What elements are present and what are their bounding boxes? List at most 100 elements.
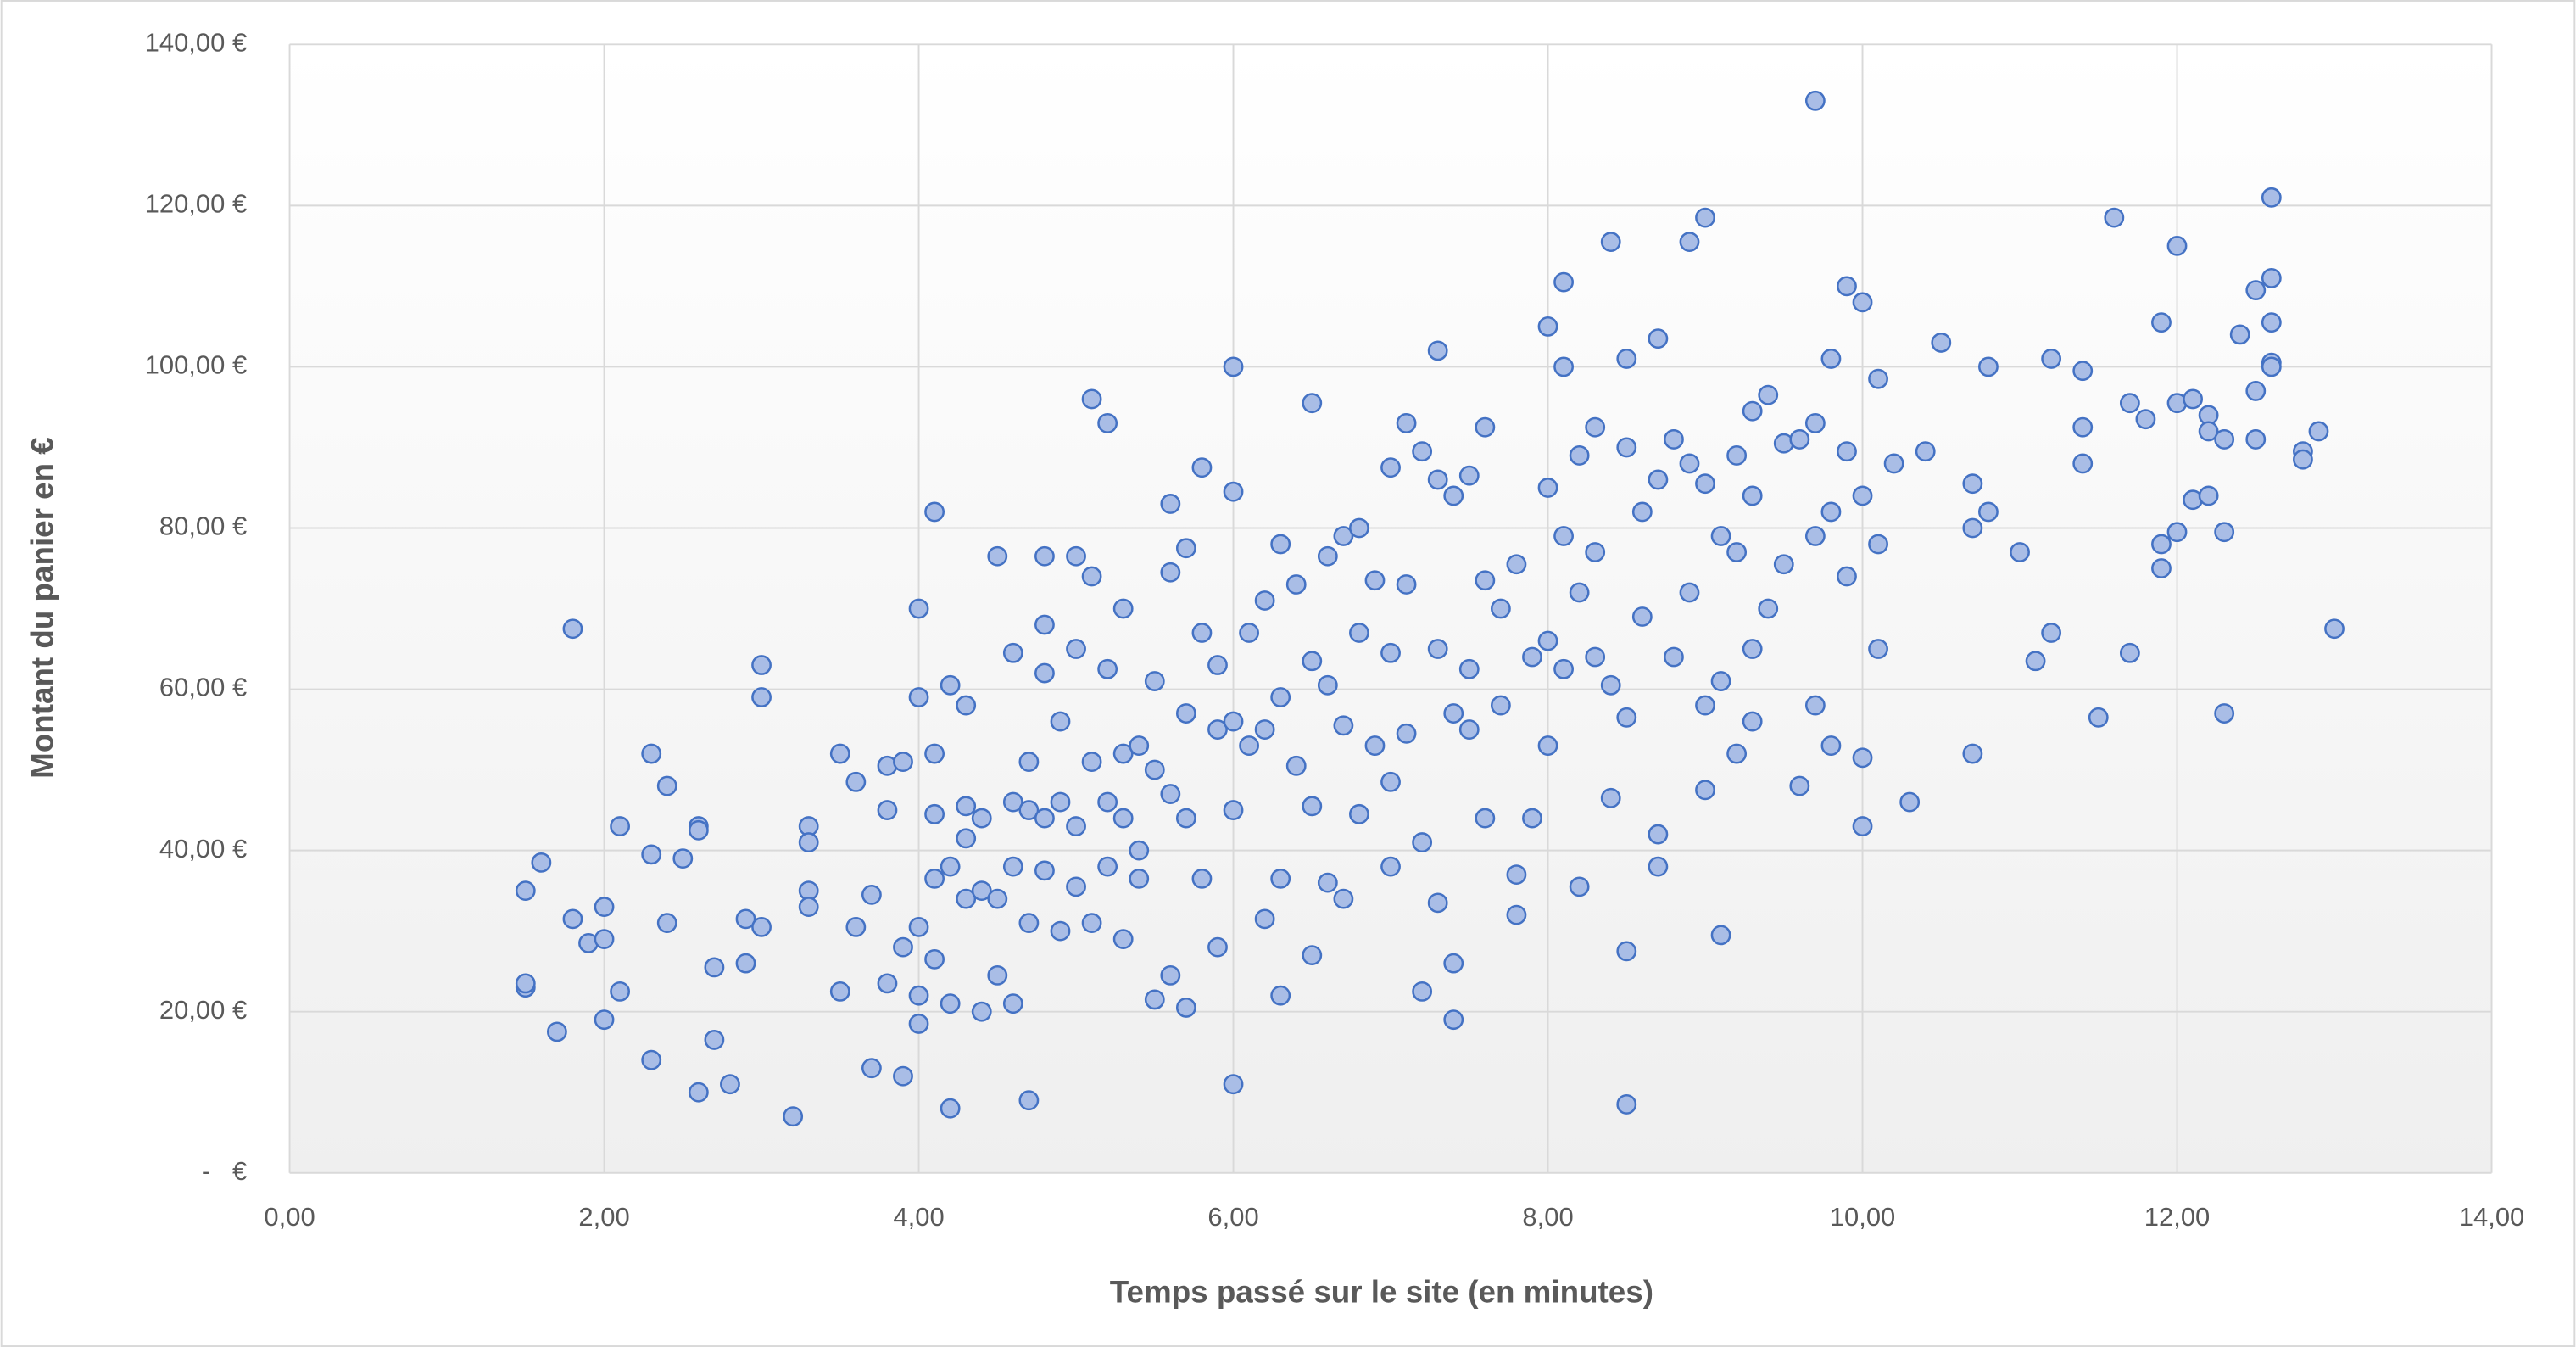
scatter-point: [798, 897, 819, 918]
scatter-point: [1695, 207, 1715, 228]
scatter-point: [1758, 384, 1779, 405]
scatter-point: [1349, 517, 1369, 539]
scatter-point: [798, 832, 819, 853]
scatter-point: [1066, 876, 1086, 897]
scatter-point: [861, 1058, 882, 1079]
scatter-point: [1804, 413, 1826, 433]
scatter-point: [2025, 651, 2046, 672]
scatter-point: [1144, 989, 1165, 1010]
scatter-point: [1207, 655, 1228, 675]
scatter-point: [987, 888, 1008, 909]
scatter-point: [515, 880, 536, 902]
y-tick-label: 20,00 €: [159, 995, 247, 1025]
scatter-point: [1002, 642, 1023, 663]
scatter-point: [1820, 348, 1842, 369]
scatter-point: [1804, 90, 1826, 111]
scatter-point: [2198, 421, 2219, 442]
scatter-point: [829, 743, 850, 764]
scatter-point: [1458, 465, 1480, 486]
scatter-point: [1710, 671, 1731, 691]
scatter-point: [1868, 534, 1888, 555]
scatter-point: [2293, 449, 2313, 470]
scatter-point: [1175, 538, 1196, 559]
scatter-point: [751, 916, 772, 937]
scatter-point: [1915, 441, 1936, 462]
scatter-point: [1302, 796, 1323, 817]
scatter-point: [1380, 642, 1401, 663]
scatter-point: [1191, 868, 1213, 889]
scatter-point: [893, 1065, 913, 1087]
scatter-point: [845, 916, 867, 937]
scatter-point: [908, 598, 929, 619]
scatter-point: [720, 1074, 740, 1095]
scatter-point: [2104, 207, 2125, 228]
scatter-point: [1837, 441, 1857, 462]
scatter-point: [893, 752, 913, 772]
scatter-point: [1223, 356, 1244, 377]
scatter-point: [940, 856, 961, 877]
scatter-point: [1034, 614, 1055, 635]
scatter-point: [1034, 808, 1055, 829]
scatter-point: [1585, 416, 1606, 438]
scatter-point: [1223, 481, 1244, 502]
scatter-point: [1144, 671, 1165, 691]
scatter-point: [2166, 235, 2188, 256]
scatter-point: [1097, 791, 1118, 813]
scatter-point: [1427, 469, 1448, 490]
scatter-point: [1285, 755, 1307, 776]
scatter-point: [956, 828, 977, 849]
scatter-point: [861, 884, 882, 905]
scatter-point: [2261, 267, 2282, 288]
scatter-point: [1664, 429, 1684, 450]
scatter-point: [1066, 639, 1086, 659]
scatter-point: [1317, 674, 1338, 696]
scatter-point: [1129, 840, 1150, 861]
scatter-point: [1631, 501, 1653, 523]
scatter-point: [940, 1098, 961, 1119]
scatter-point: [940, 674, 961, 696]
scatter-point: [1506, 864, 1527, 886]
scatter-point: [1648, 856, 1669, 877]
scatter-point: [1475, 416, 1496, 438]
x-tick-label: 12,00: [2144, 1202, 2211, 1232]
scatter-point: [1585, 646, 1606, 668]
scatter-point: [2214, 522, 2235, 543]
scatter-point: [1270, 534, 1291, 555]
scatter-point: [1726, 743, 1748, 764]
scatter-point: [1522, 646, 1542, 668]
scatter-point: [2041, 348, 2062, 369]
scatter-point: [1364, 735, 1386, 756]
scatter-point: [1270, 868, 1291, 889]
scatter-point: [956, 695, 977, 716]
scatter-point: [908, 1014, 929, 1034]
scatter-point: [1522, 808, 1542, 829]
scatter-point: [1443, 953, 1464, 974]
scatter-point: [1081, 752, 1102, 772]
scatter-point: [2245, 429, 2267, 450]
scatter-point: [2324, 618, 2345, 640]
scatter-point: [1631, 606, 1653, 627]
scatter-point: [2119, 393, 2140, 414]
scatter-point: [1868, 639, 1888, 659]
scatter-point: [1852, 485, 1873, 506]
scatter-point: [1475, 808, 1496, 829]
x-tick-label: 0,00: [264, 1202, 315, 1232]
scatter-point: [1097, 658, 1118, 679]
scatter-point: [1380, 771, 1401, 792]
scatter-point: [1569, 876, 1590, 897]
scatter-point: [2198, 485, 2219, 506]
plot-area: [289, 44, 2492, 1173]
scatter-point: [1883, 453, 1904, 474]
scatter-point: [924, 803, 945, 824]
scatter-point: [908, 916, 929, 937]
scatter-point: [1207, 936, 1228, 958]
scatter-point: [1537, 630, 1558, 651]
scatter-point: [2135, 409, 2156, 430]
scatter-point: [1648, 328, 1669, 349]
scatter-point: [1569, 445, 1590, 466]
scatter-point: [2308, 421, 2329, 442]
scatter-point: [641, 1049, 662, 1070]
scatter-point: [1160, 964, 1181, 986]
scatter-point: [1837, 276, 1857, 297]
